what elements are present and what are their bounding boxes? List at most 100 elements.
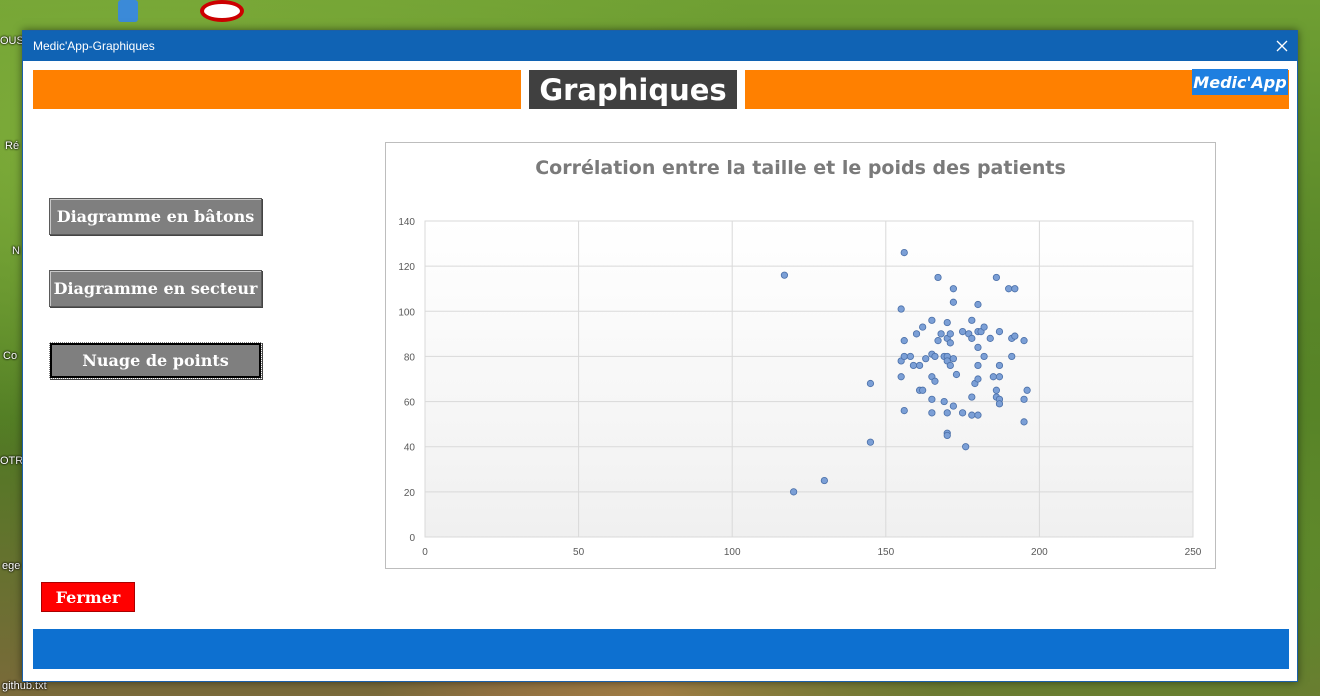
brand-logo: Medic'App [1192, 69, 1288, 95]
data-point [780, 271, 789, 279]
data-point [974, 375, 982, 383]
data-point [974, 300, 982, 309]
data-point [1020, 337, 1028, 345]
data-point [919, 386, 927, 394]
pie-chart-button[interactable]: Diagramme en secteur [49, 270, 262, 307]
data-point [980, 352, 988, 361]
data-point [995, 328, 1004, 336]
data-point [906, 352, 914, 361]
data-point [931, 377, 939, 385]
data-point [820, 476, 828, 485]
data-point [900, 337, 908, 345]
y-tick-label: 60 [404, 398, 416, 409]
bar-chart-button[interactable]: Diagramme en bâtons [49, 198, 262, 235]
data-point [1008, 352, 1016, 361]
data-point [897, 305, 905, 313]
data-point [866, 438, 875, 446]
data-point [980, 323, 988, 331]
data-point [986, 334, 994, 342]
data-point [974, 411, 982, 419]
scatter-chart-button[interactable]: Nuage de points [49, 342, 262, 379]
close-icon[interactable] [1267, 31, 1297, 61]
data-point [1023, 386, 1031, 394]
data-point [928, 395, 936, 403]
y-tick-label: 100 [398, 307, 415, 318]
data-point [937, 330, 945, 338]
x-tick-label: 100 [724, 547, 741, 558]
x-tick-label: 50 [573, 547, 585, 558]
data-point [934, 273, 942, 282]
data-point [949, 402, 957, 410]
data-point [968, 334, 976, 342]
data-point [968, 411, 976, 419]
data-point [949, 285, 957, 293]
data-point [943, 409, 951, 417]
data-point [992, 273, 1000, 282]
data-point [946, 330, 954, 338]
y-tick-label: 40 [404, 443, 416, 454]
x-tick-label: 250 [1185, 547, 1202, 558]
data-point [946, 361, 954, 370]
data-point [790, 488, 798, 496]
data-point [928, 409, 936, 417]
y-tick-label: 120 [398, 262, 415, 273]
data-point [915, 361, 924, 370]
y-tick-label: 80 [404, 352, 416, 363]
data-point [946, 339, 954, 347]
data-point [989, 373, 997, 381]
data-point [919, 323, 927, 331]
data-point [934, 337, 942, 345]
desktop-label-ege[interactable]: ege [2, 560, 21, 572]
x-tick-label: 0 [422, 547, 428, 558]
title-bar[interactable]: Medic'App-Graphiques [23, 31, 1297, 61]
data-point [958, 328, 967, 336]
desktop-label-ous[interactable]: OUS [0, 35, 24, 47]
chart-area: Corrélation entre la taille et le poids … [385, 142, 1216, 569]
desktop-icon[interactable] [200, 0, 244, 22]
data-point [952, 370, 961, 379]
y-tick-label: 140 [398, 217, 415, 228]
data-point [968, 393, 976, 401]
data-point [974, 361, 982, 370]
data-point [943, 318, 951, 327]
data-point [995, 361, 1004, 370]
data-point [992, 386, 1000, 394]
data-point [900, 249, 908, 257]
desktop-label-re[interactable]: Ré [5, 140, 20, 152]
data-point [897, 373, 905, 381]
window-title: Medic'App-Graphiques [33, 39, 155, 53]
desktop-label-n[interactable]: N [12, 245, 20, 257]
desktop-label-co[interactable]: Co [3, 350, 18, 362]
y-tick-label: 0 [409, 533, 415, 544]
data-point [928, 316, 936, 324]
data-point [922, 355, 930, 363]
desktop-icon[interactable] [118, 0, 138, 22]
data-point [968, 316, 976, 324]
plot-area [424, 220, 1194, 538]
x-tick-label: 200 [1031, 547, 1048, 558]
close-button[interactable]: Fermer [41, 582, 135, 612]
data-point [940, 397, 948, 406]
desktop-label-github[interactable]: github.txt [2, 680, 47, 692]
data-point [1005, 285, 1013, 293]
data-point [974, 343, 982, 351]
data-point [949, 355, 957, 363]
data-point [1011, 332, 1019, 340]
data-point [909, 361, 918, 370]
data-point [958, 409, 967, 417]
data-point [949, 298, 957, 306]
footer-bar [33, 629, 1289, 669]
data-point [1011, 285, 1019, 293]
data-point [900, 406, 908, 415]
data-point [900, 352, 908, 361]
chart-title: Corrélation entre la taille et le poids … [535, 157, 1066, 179]
desktop-label-otr[interactable]: OTR [0, 455, 24, 467]
data-point [943, 431, 951, 440]
page-title: Graphiques [529, 70, 737, 109]
data-point [1020, 395, 1028, 403]
data-point [866, 379, 875, 388]
data-point [962, 443, 970, 451]
x-tick-label: 150 [877, 547, 894, 558]
y-tick-label: 20 [404, 488, 416, 499]
app-window: Medic'App-Graphiques Graphiques Medic'Ap… [22, 30, 1298, 682]
